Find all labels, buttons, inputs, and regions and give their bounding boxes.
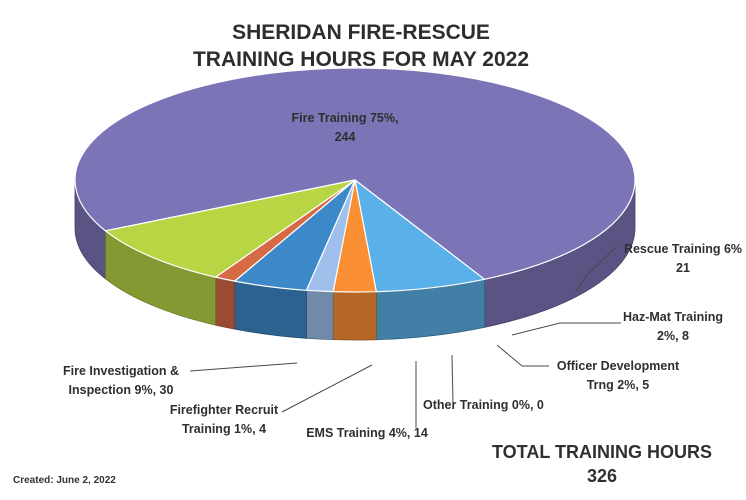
data-label-line: Officer Development (557, 359, 680, 373)
data-label-other-training: Other Training 0%, 0 (423, 398, 544, 412)
data-label-ems-training: EMS Training 4%, 14 (306, 426, 428, 440)
created-date: Created: June 2, 2022 (13, 475, 116, 486)
data-label-line: 244 (335, 130, 356, 144)
data-label-line: 21 (676, 261, 690, 275)
chart-title-line-1: SHERIDAN FIRE-RESCUE (232, 21, 490, 44)
leader-line-rescue-training (574, 245, 618, 294)
data-label-fire-training: Fire Training 75%, 244 (292, 111, 399, 144)
data-label-line: Rescue Training 6% (624, 242, 742, 256)
data-label-line: Inspection 9%, 30 (69, 383, 174, 397)
data-label-line: Other Training 0%, 0 (423, 398, 544, 412)
leader-line-firefighter-recruit-training (281, 364, 373, 413)
pie-slice-fire-training (74, 67, 636, 280)
leader-line-other-training (451, 354, 454, 405)
data-label-group: Fire Training 75%, 244 Rescue Training 6% 2… (63, 111, 742, 440)
pie-slice-rescue-training (354, 179, 486, 293)
data-label-line: Training 1%, 4 (182, 422, 266, 436)
data-label-line: Haz-Mat Training (623, 310, 723, 324)
chart-title-line-2: TRAINING HOURS FOR MAY 2022 (192, 48, 530, 71)
leader-line-officer-development-trng (496, 344, 549, 367)
total-training-hours-value: 326 (586, 466, 618, 486)
data-label-rescue-training: Rescue Training 6% 21 (624, 242, 742, 275)
data-label-firefighter-recruit-training: Firefighter Recruit Training 1%, 4 (170, 403, 279, 436)
data-label-line: Fire Investigation & (63, 364, 179, 378)
pie-side-haz-mat-training (332, 291, 377, 341)
data-label-line: EMS Training 4%, 14 (306, 426, 428, 440)
data-label-line: Firefighter Recruit (170, 403, 279, 417)
data-label-line: Fire Training 75%, (292, 111, 399, 125)
data-label-haz-mat-training: Haz-Mat Training 2%, 8 (623, 310, 723, 343)
pie-slice-fire-investigation-inspection (104, 179, 356, 278)
data-label-line: 2%, 8 (657, 329, 689, 343)
data-label-fire-investigation-inspection: Fire Investigation & Inspection 9%, 30 (63, 364, 179, 397)
leader-line-fire-investigation-inspection (189, 362, 298, 372)
pie-side-firefighter-recruit-training (215, 276, 236, 330)
data-label-officer-development-trng: Officer Development Trng 2%, 5 (557, 359, 680, 392)
total-training-hours-label: TOTAL TRAINING HOURS (492, 442, 712, 462)
data-label-line: Trng 2%, 5 (587, 378, 650, 392)
pie-3d-group (74, 67, 636, 341)
leader-line-haz-mat-training (511, 322, 621, 336)
pie-side-officer-development-trng (306, 289, 334, 341)
